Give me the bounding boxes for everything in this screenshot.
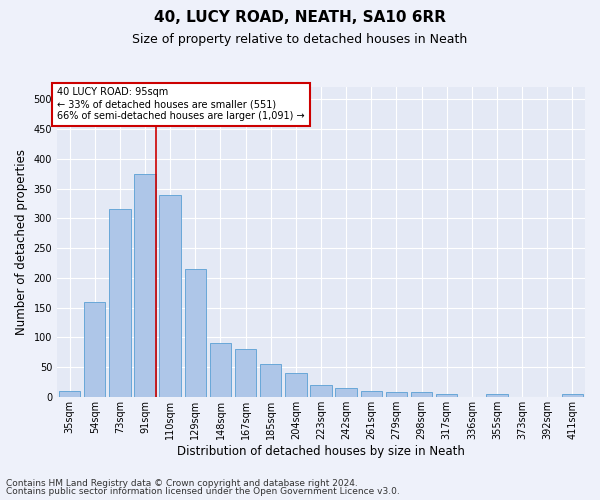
Bar	[59, 391, 80, 397]
Bar	[562, 394, 583, 397]
Bar	[335, 388, 357, 397]
Bar	[260, 364, 281, 397]
Bar	[411, 392, 432, 397]
Bar	[285, 373, 307, 397]
Text: 40, LUCY ROAD, NEATH, SA10 6RR: 40, LUCY ROAD, NEATH, SA10 6RR	[154, 10, 446, 25]
Bar	[361, 391, 382, 397]
Text: 40 LUCY ROAD: 95sqm
← 33% of detached houses are smaller (551)
66% of semi-detac: 40 LUCY ROAD: 95sqm ← 33% of detached ho…	[57, 88, 305, 120]
Bar	[386, 392, 407, 397]
Bar	[109, 210, 131, 397]
Bar	[160, 194, 181, 397]
Bar	[185, 269, 206, 397]
Bar	[235, 349, 256, 397]
Text: Contains HM Land Registry data © Crown copyright and database right 2024.: Contains HM Land Registry data © Crown c…	[6, 478, 358, 488]
Y-axis label: Number of detached properties: Number of detached properties	[15, 149, 28, 335]
Bar	[487, 394, 508, 397]
Bar	[84, 302, 106, 397]
X-axis label: Distribution of detached houses by size in Neath: Distribution of detached houses by size …	[177, 444, 465, 458]
Bar	[210, 344, 231, 397]
Text: Contains public sector information licensed under the Open Government Licence v3: Contains public sector information licen…	[6, 487, 400, 496]
Bar	[134, 174, 156, 397]
Bar	[436, 394, 457, 397]
Text: Size of property relative to detached houses in Neath: Size of property relative to detached ho…	[133, 32, 467, 46]
Bar	[310, 385, 332, 397]
